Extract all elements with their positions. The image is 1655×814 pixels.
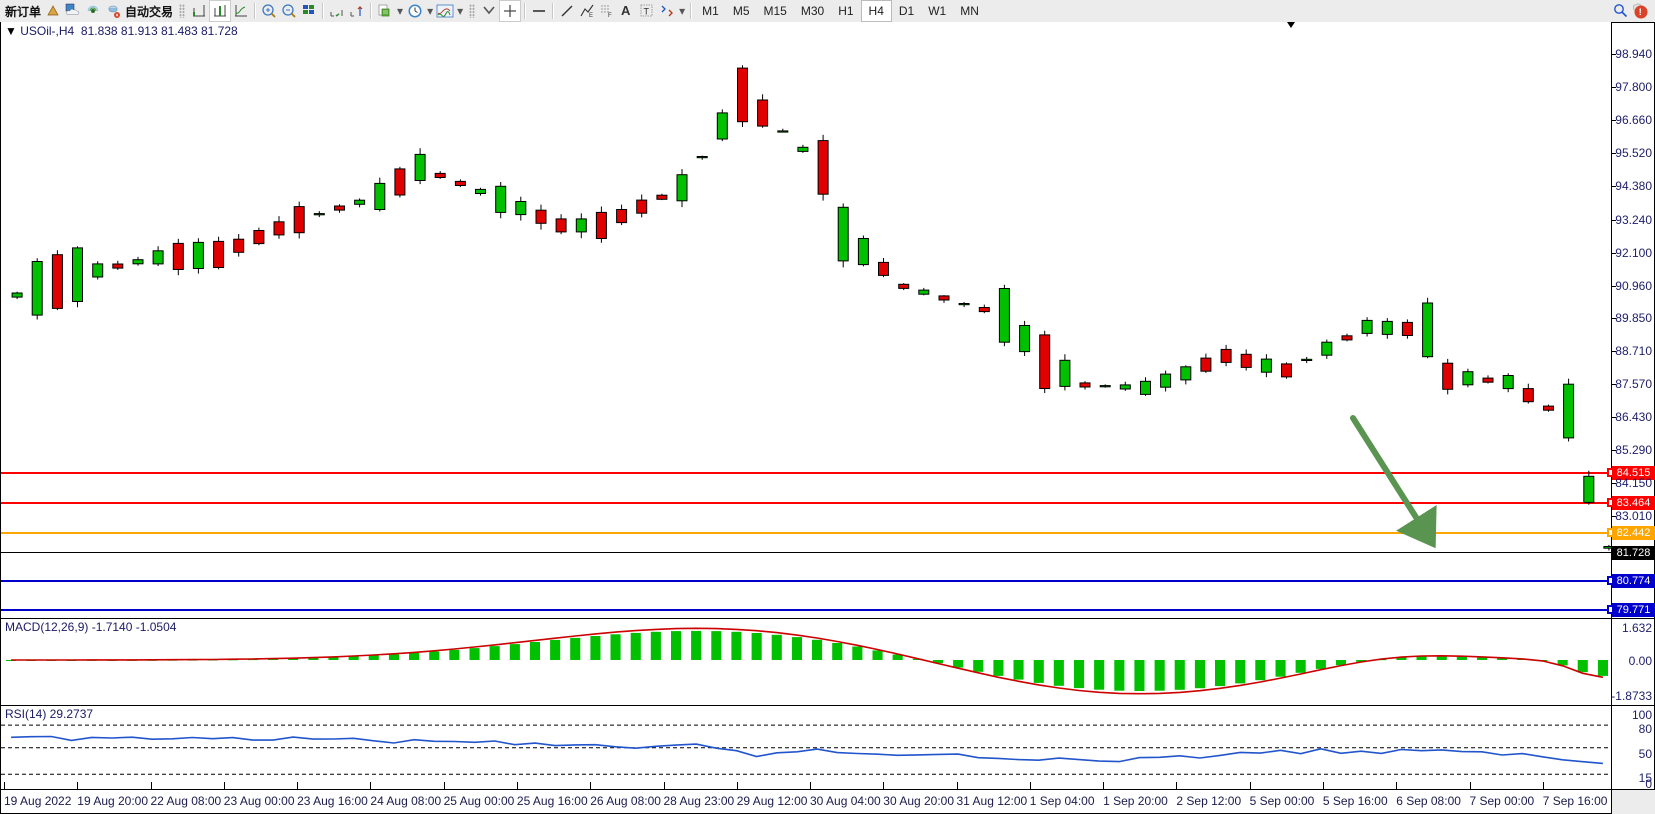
svg-text:F: F xyxy=(608,13,612,19)
svg-text:A: A xyxy=(621,3,631,18)
svg-text:!: ! xyxy=(1639,7,1642,17)
svg-text:E: E xyxy=(589,13,593,19)
svg-text:T: T xyxy=(644,7,650,17)
